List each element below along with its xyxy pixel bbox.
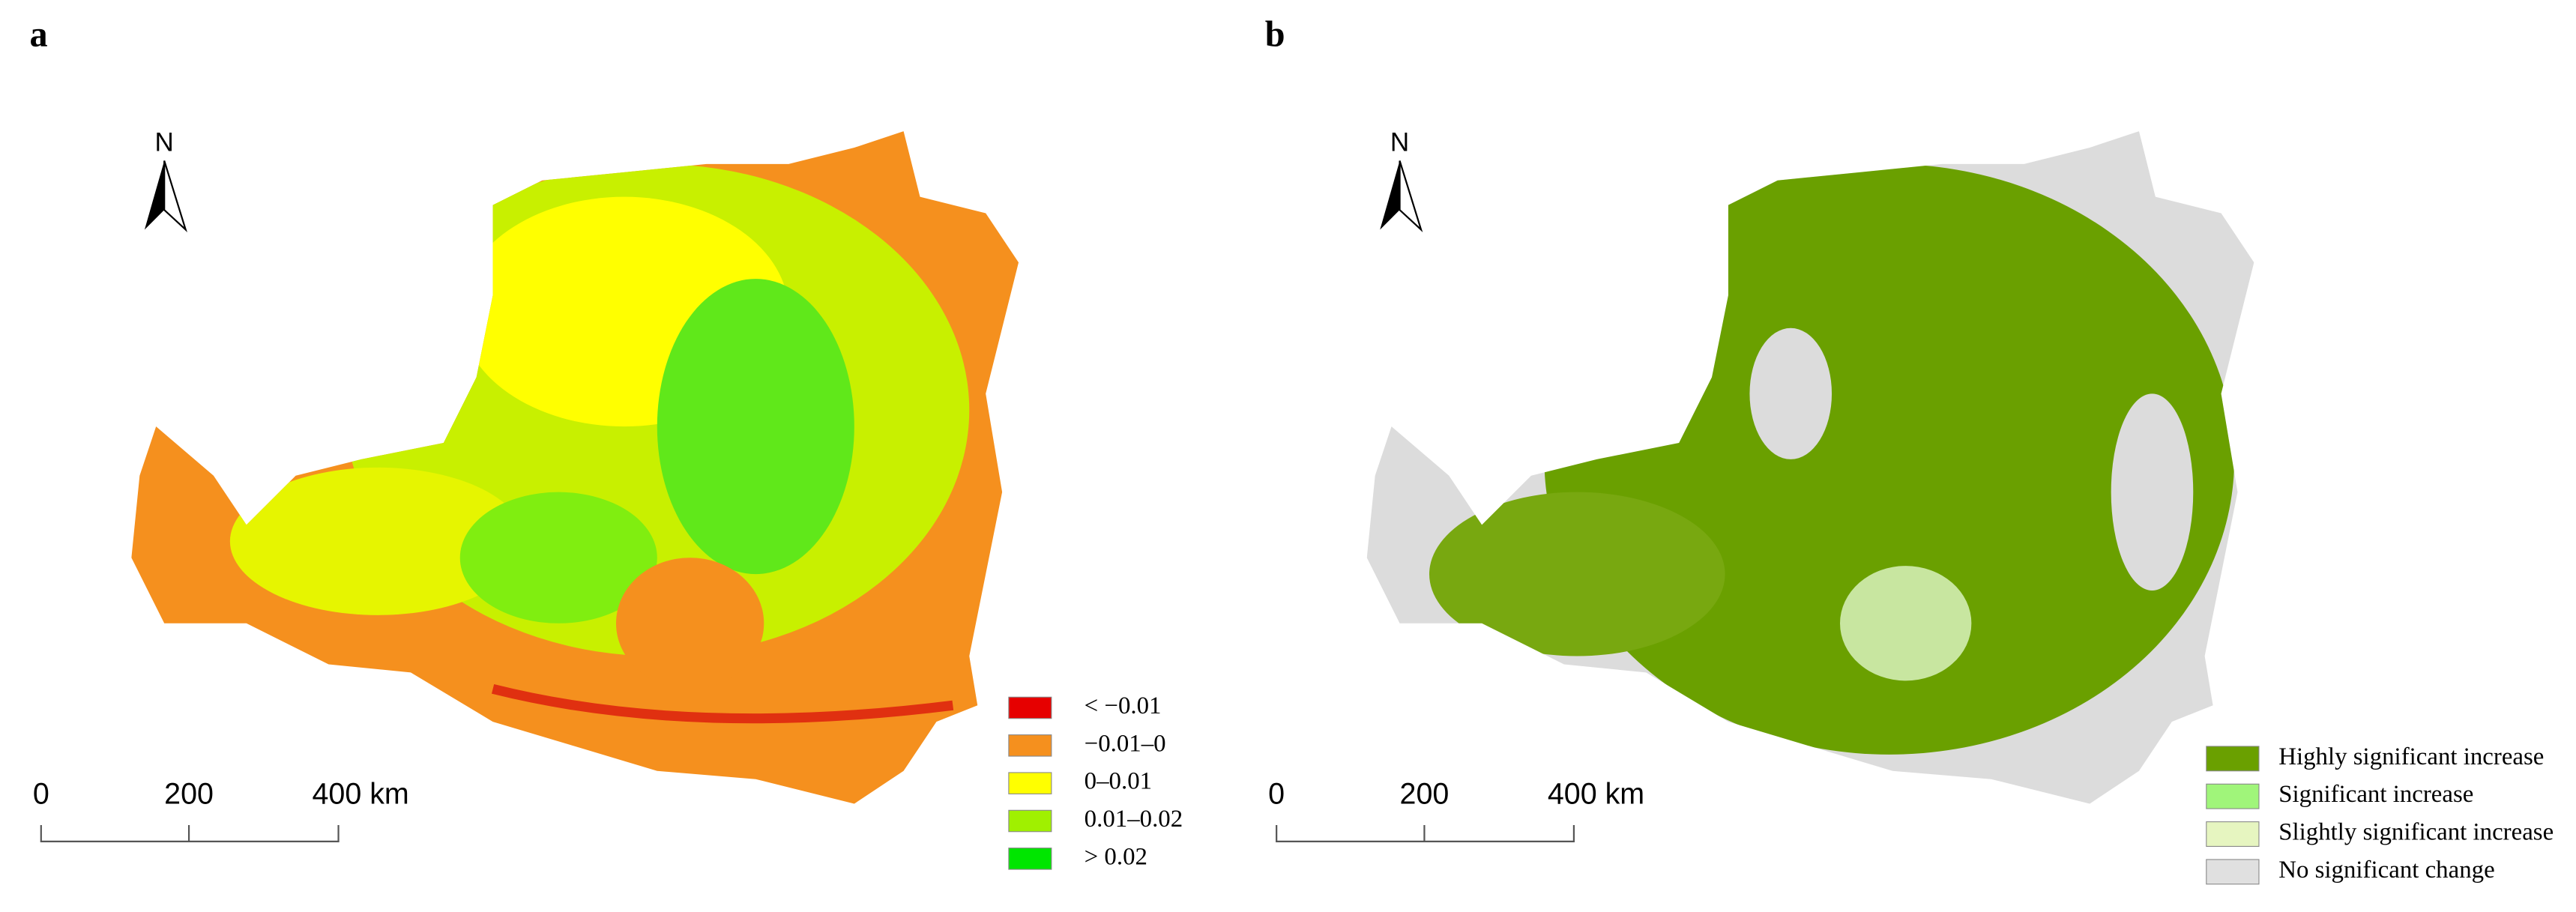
legend-label: No significant change	[2278, 857, 2494, 884]
scale-bar	[40, 824, 340, 842]
scale-label: 200	[164, 778, 214, 811]
scale-label: 400 km	[1548, 778, 1644, 811]
legend-label: 0–0.01	[1085, 768, 1152, 795]
panel-a: a N 0 200 400 km < −0.01 −0.01–0 0–0.01 0.0…	[29, 14, 1183, 870]
legend-swatch	[2206, 859, 2260, 885]
north-arrow: N	[1380, 127, 1423, 233]
map	[131, 131, 1019, 804]
legend-swatch	[1008, 696, 1052, 719]
legend-label: 0.01–0.02	[1085, 806, 1183, 833]
north-arrow: N	[144, 127, 187, 233]
legend-label: < −0.01	[1085, 692, 1162, 719]
legend: Highly significant increase Significant i…	[2206, 743, 2554, 885]
legend-swatch	[1008, 772, 1052, 794]
legend-swatch	[1008, 734, 1052, 757]
legend-label: Significant increase	[2278, 781, 2473, 808]
scale-label: 0	[1268, 778, 1285, 811]
panel-b: b N 0 200 400 km Highly significant incr…	[1265, 14, 2554, 885]
panel-label: b	[1265, 14, 1285, 54]
scale-bar	[1276, 824, 1575, 842]
legend-swatch	[2206, 783, 2260, 809]
legend-label: −0.01–0	[1085, 730, 1166, 757]
legend-swatch	[2206, 821, 2260, 847]
legend-label: Slightly significant increase	[2278, 819, 2554, 846]
north-label: N	[1390, 127, 1409, 157]
scale-label: 0	[33, 778, 49, 811]
scale-label: 400 km	[312, 778, 408, 811]
north-label: N	[155, 127, 174, 157]
legend-label: Highly significant increase	[2278, 743, 2544, 770]
map	[1366, 131, 2254, 804]
scale-label: 200	[1400, 778, 1450, 811]
panel-label: a	[29, 14, 47, 54]
legend-swatch	[2206, 746, 2260, 772]
legend: < −0.01 −0.01–0 0–0.01 0.01–0.02 > 0.02	[1008, 692, 1183, 870]
legend-label: > 0.02	[1085, 843, 1147, 870]
legend-swatch	[1008, 809, 1052, 833]
legend-swatch	[1008, 848, 1052, 870]
